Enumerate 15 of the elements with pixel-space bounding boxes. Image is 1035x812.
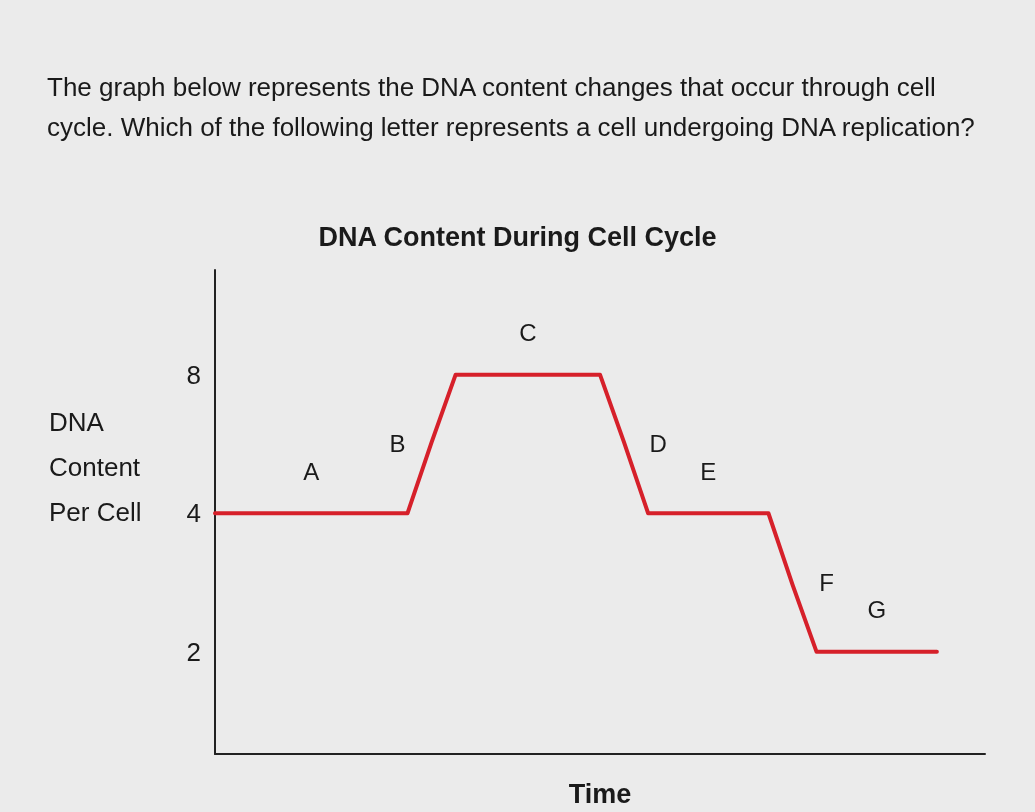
chart-title: DNA Content During Cell Cycle (318, 221, 717, 252)
annotation: D (649, 430, 667, 458)
y-tick-label: 8 (186, 359, 201, 390)
y-tick-label: 4 (186, 498, 201, 529)
annotation: A (303, 457, 320, 485)
x-axis-title: Time (568, 778, 632, 809)
annotation: G (867, 596, 887, 624)
y-axis-title: DNA Content Per Cell (49, 406, 148, 527)
annotation: B (389, 430, 406, 458)
annotation: E (700, 457, 717, 485)
y-tick-label: 2 (186, 636, 201, 667)
annotation: F (819, 569, 834, 597)
line-series (213, 372, 939, 654)
text: The graph below represents the DNA content changes that occur through cell cycle. Which of the following letter represents a cell undergoing DNA replication? (47, 72, 975, 142)
annotation: C (519, 319, 537, 347)
